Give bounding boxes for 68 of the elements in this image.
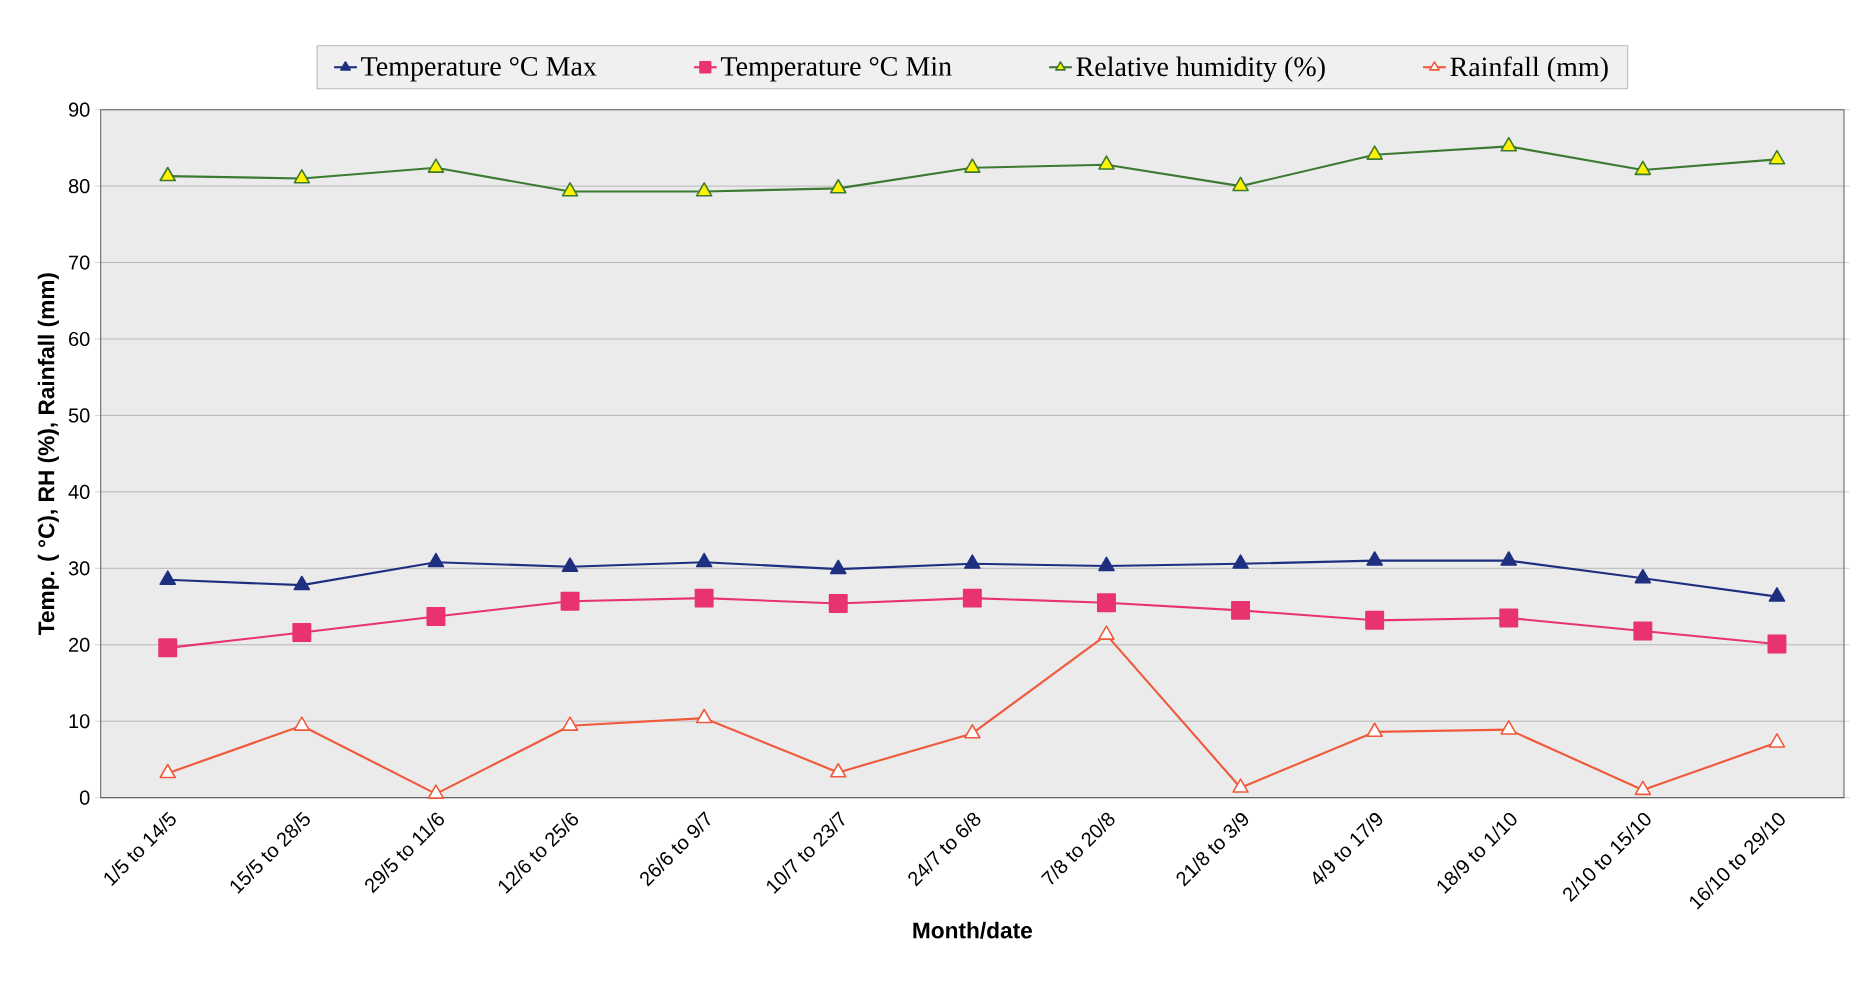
point <box>1232 554 1249 569</box>
point <box>829 559 847 575</box>
y-tick-label: 80 <box>68 179 90 194</box>
point <box>427 784 445 799</box>
point <box>560 591 580 611</box>
point <box>1366 722 1383 738</box>
legend-label: Temperature °C Min <box>720 56 952 82</box>
point <box>1231 600 1251 620</box>
point <box>1098 625 1115 640</box>
point <box>1500 720 1518 735</box>
point <box>158 638 178 658</box>
y-tick-label: 60 <box>69 331 90 347</box>
point <box>964 723 981 739</box>
legend-label: Rainfall (mm) <box>1450 56 1608 83</box>
point <box>561 557 579 572</box>
y-tick-label: 70 <box>69 255 90 270</box>
y-tick-label: 20 <box>69 637 90 652</box>
point <box>1768 587 1786 602</box>
point <box>427 552 445 568</box>
point <box>695 182 713 197</box>
point <box>695 552 713 568</box>
point <box>292 623 312 642</box>
point <box>159 166 177 182</box>
point <box>1499 608 1519 628</box>
point <box>1768 733 1786 748</box>
y-tick-label: 10 <box>69 714 90 729</box>
y-tick-label: 0 <box>79 790 90 805</box>
point <box>293 169 311 184</box>
point <box>293 716 311 731</box>
point <box>829 178 847 194</box>
point <box>1098 556 1115 572</box>
point <box>1767 634 1787 654</box>
point <box>1634 780 1652 796</box>
point <box>159 570 177 585</box>
point <box>1366 145 1383 160</box>
point <box>426 607 446 626</box>
legend-label: Relative humidity (%) <box>1076 56 1325 82</box>
y-axis-title: Temp. ( °C), RH (%), Rainfall (mm) <box>37 273 59 636</box>
point <box>1768 149 1786 165</box>
point <box>962 588 982 608</box>
point <box>1500 136 1518 152</box>
point <box>1365 610 1385 630</box>
legend-label: Temperature °C Max <box>361 56 597 82</box>
point <box>561 716 579 731</box>
y-tick-label: 50 <box>68 408 90 423</box>
point <box>293 575 311 591</box>
point <box>695 708 713 724</box>
point <box>694 588 714 608</box>
point <box>1634 160 1652 176</box>
point <box>1366 551 1383 566</box>
point <box>159 763 177 779</box>
point <box>1096 593 1116 613</box>
y-tick-label: 90 <box>68 102 90 117</box>
point <box>1500 551 1518 566</box>
point <box>1232 778 1249 793</box>
point <box>1232 176 1249 192</box>
x-axis-title: Month/date <box>913 921 1033 939</box>
point <box>561 182 579 197</box>
point <box>1098 155 1115 170</box>
point <box>829 762 847 778</box>
point <box>828 594 848 613</box>
point <box>1633 621 1653 641</box>
point <box>1634 568 1652 584</box>
y-tick-label: 40 <box>68 484 90 499</box>
y-tick-label: 30 <box>68 561 90 576</box>
point <box>964 554 981 569</box>
point <box>427 158 445 173</box>
point <box>964 158 981 173</box>
